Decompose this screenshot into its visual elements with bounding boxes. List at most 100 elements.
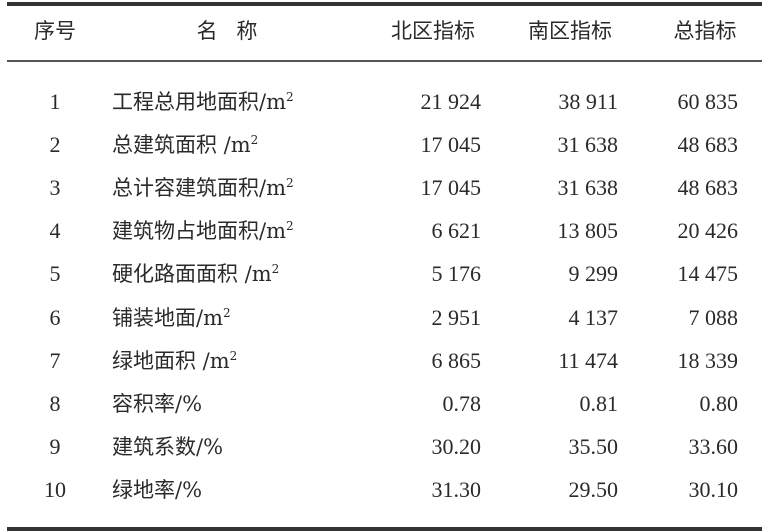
row-index: 5 bbox=[20, 259, 90, 289]
north-value: 17 045 bbox=[421, 130, 482, 160]
north-value-text: 21 924 bbox=[420, 89, 482, 114]
total-value: 14 475 bbox=[678, 259, 739, 289]
row-name: 铺装地面/m2 bbox=[112, 303, 231, 333]
row-name-text: 容积率/% bbox=[112, 391, 203, 416]
total-value: 18 339 bbox=[678, 346, 739, 376]
header-rule bbox=[7, 60, 762, 62]
unit-superscript: 2 bbox=[250, 133, 259, 148]
north-value: 5 176 bbox=[432, 259, 482, 289]
south-value: 13 805 bbox=[558, 216, 619, 246]
row-name: 绿地面积 /m2 bbox=[112, 346, 237, 376]
unit-superscript: 2 bbox=[223, 305, 231, 320]
unit-superscript: 2 bbox=[229, 348, 238, 363]
row-index-text: 3 bbox=[49, 175, 61, 201]
row-index-text: 10 bbox=[44, 476, 66, 502]
south-value: 4 137 bbox=[569, 303, 619, 333]
table-row: 2 总建筑面积 /m2 17 045 31 638 48 683 bbox=[0, 130, 762, 160]
unit-superscript: 2 bbox=[286, 219, 294, 234]
south-value-text: 4 137 bbox=[568, 304, 619, 330]
header-name: 名 称 bbox=[196, 19, 264, 43]
total-value: 30.10 bbox=[689, 475, 739, 505]
table-row: 9 建筑系数/% 30.20 35.50 33.60 bbox=[0, 432, 762, 462]
total-value-text: 48 683 bbox=[677, 132, 739, 158]
total-value: 48 683 bbox=[678, 173, 739, 203]
unit-superscript: 2 bbox=[286, 176, 294, 191]
total-value-text: 30.10 bbox=[688, 476, 739, 502]
row-name-text: 绿地面积 /m bbox=[112, 348, 230, 373]
unit-superscript: 2 bbox=[271, 262, 280, 277]
row-index-text: 8 bbox=[49, 390, 61, 416]
north-value: 2 951 bbox=[432, 303, 482, 333]
total-value: 48 683 bbox=[678, 130, 739, 160]
south-value-text: 9 299 bbox=[568, 261, 619, 287]
north-value-text: 30.20 bbox=[431, 433, 482, 459]
row-name-text: 建筑物占地面积/m bbox=[112, 219, 286, 244]
south-value: 0.81 bbox=[580, 389, 619, 419]
total-value-text: 60 835 bbox=[677, 89, 739, 114]
row-name-text: 总建筑面积 /m bbox=[112, 133, 251, 158]
total-value: 20 426 bbox=[678, 216, 739, 246]
row-name: 工程总用地面积/m2 bbox=[112, 87, 294, 117]
south-value-text: 11 474 bbox=[558, 347, 618, 373]
north-value-text: 5 176 bbox=[431, 261, 482, 287]
total-value-text: 20 426 bbox=[677, 218, 739, 244]
row-name-text: 硬化路面面积 /m bbox=[112, 262, 272, 287]
north-value-text: 17 045 bbox=[420, 175, 482, 201]
header-north: 北区指标 bbox=[391, 19, 475, 43]
header-index: 序号 bbox=[34, 19, 76, 43]
north-value: 31.30 bbox=[432, 475, 482, 505]
total-value-text: 7 088 bbox=[688, 304, 739, 330]
header-south: 南区指标 bbox=[528, 19, 612, 43]
row-index-text: 2 bbox=[49, 132, 61, 158]
total-value: 60 835 bbox=[678, 87, 739, 117]
row-index: 1 bbox=[20, 87, 90, 117]
table-top-rule bbox=[7, 2, 762, 6]
row-index: 6 bbox=[20, 303, 90, 333]
row-name-text: 建筑系数/% bbox=[112, 434, 224, 459]
row-index: 10 bbox=[20, 475, 90, 505]
row-index-text: 6 bbox=[49, 304, 61, 330]
row-index: 9 bbox=[20, 432, 90, 462]
table-bottom-rule bbox=[7, 527, 762, 531]
row-name: 建筑系数/% bbox=[112, 432, 223, 462]
total-value-text: 0.80 bbox=[699, 390, 739, 416]
table-row: 3 总计容建筑面积/m2 17 045 31 638 48 683 bbox=[0, 173, 762, 203]
row-index-text: 9 bbox=[49, 433, 61, 459]
north-value-text: 0.78 bbox=[442, 390, 482, 416]
row-name-text: 绿地率/% bbox=[112, 477, 203, 502]
north-value: 17 045 bbox=[421, 173, 482, 203]
south-value-text: 31 638 bbox=[557, 132, 619, 158]
row-index: 8 bbox=[20, 389, 90, 419]
south-value: 11 474 bbox=[558, 346, 618, 376]
south-value: 29.50 bbox=[569, 475, 619, 505]
row-name: 容积率/% bbox=[112, 389, 202, 419]
row-index: 7 bbox=[20, 346, 90, 376]
south-value: 31 638 bbox=[558, 130, 619, 160]
north-value: 30.20 bbox=[432, 432, 482, 462]
row-index-text: 5 bbox=[49, 261, 61, 287]
north-value: 0.78 bbox=[443, 389, 482, 419]
south-value-text: 31 638 bbox=[557, 175, 619, 201]
north-value-text: 6 865 bbox=[431, 347, 482, 373]
south-value: 9 299 bbox=[569, 259, 619, 289]
north-value: 21 924 bbox=[421, 87, 482, 117]
north-value-text: 17 045 bbox=[420, 132, 482, 158]
south-value-text: 13 805 bbox=[557, 218, 619, 244]
row-index-text: 1 bbox=[49, 89, 61, 114]
row-index: 4 bbox=[20, 216, 90, 246]
row-name: 总计容建筑面积/m2 bbox=[112, 173, 294, 203]
total-value-text: 18 339 bbox=[677, 347, 739, 373]
north-value-text: 6 621 bbox=[431, 218, 482, 244]
header-total: 总指标 bbox=[673, 19, 737, 43]
row-name-text: 铺装地面/m bbox=[112, 305, 223, 330]
row-name: 建筑物占地面积/m2 bbox=[112, 216, 294, 246]
south-value: 35.50 bbox=[569, 432, 619, 462]
table-row: 8 容积率/% 0.78 0.81 0.80 bbox=[0, 389, 762, 419]
unit-superscript: 2 bbox=[286, 90, 294, 104]
north-value: 6 865 bbox=[432, 346, 482, 376]
north-value-text: 2 951 bbox=[431, 304, 482, 330]
south-value: 38 911 bbox=[558, 87, 618, 117]
south-value-text: 35.50 bbox=[568, 433, 619, 459]
row-index-text: 7 bbox=[49, 347, 61, 373]
north-value: 6 621 bbox=[432, 216, 482, 246]
